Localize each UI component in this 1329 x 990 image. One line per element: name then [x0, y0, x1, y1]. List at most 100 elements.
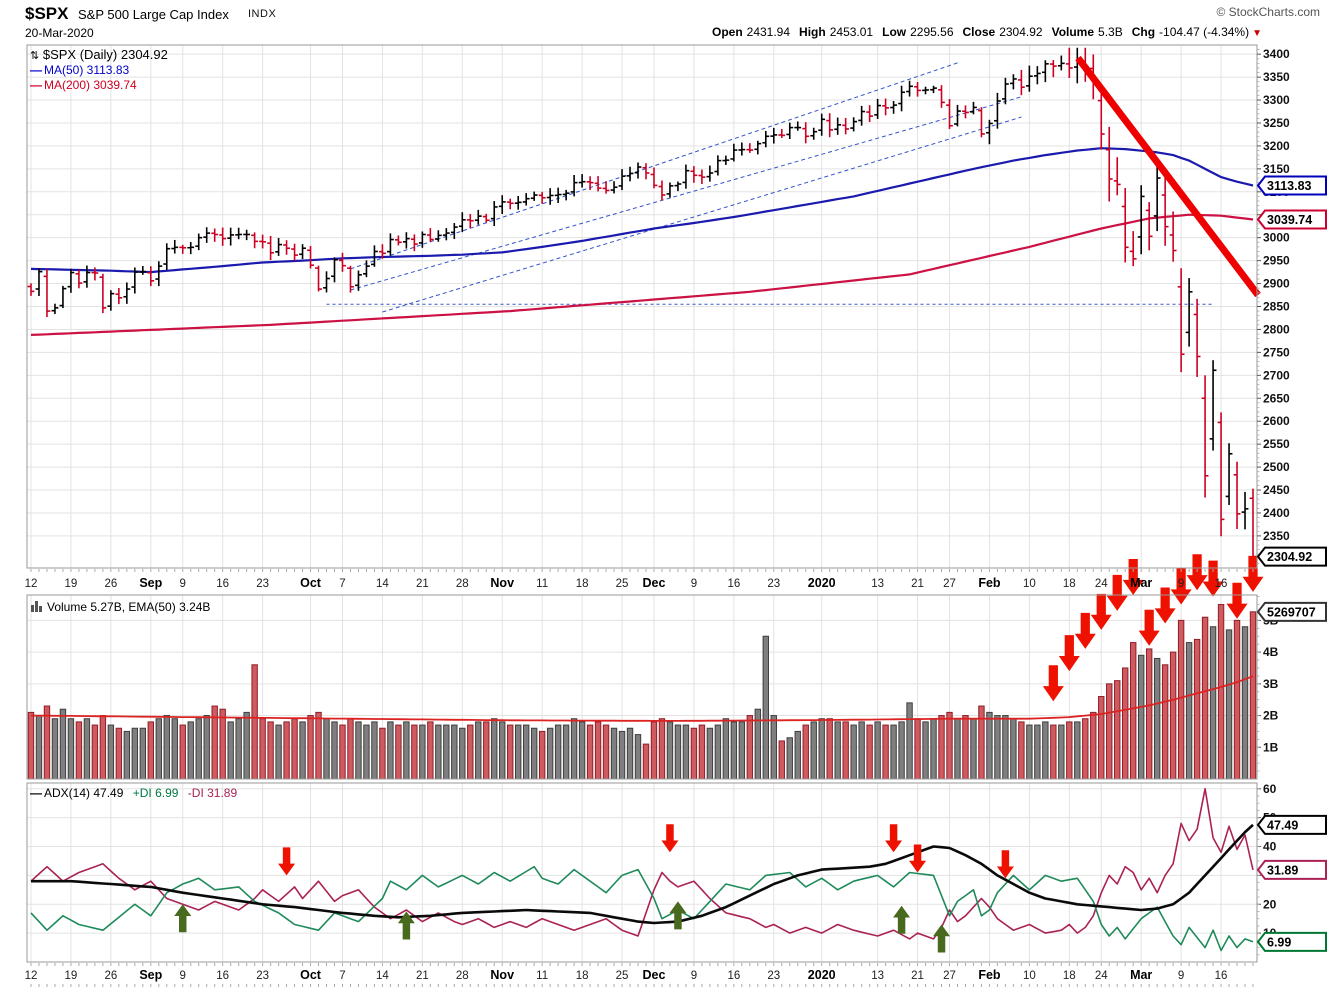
ohlc-bar [402, 232, 410, 249]
date-tick-label: 28 [456, 970, 469, 982]
volume-bar [267, 721, 274, 780]
volume-bar [674, 724, 682, 780]
axis-tick-label: 2400 [1263, 506, 1290, 520]
date-tick-label: 21 [416, 578, 429, 590]
date-tick-label: Dec [643, 968, 666, 982]
ma50-line [30, 147, 1254, 274]
ohlc-bar [1153, 159, 1161, 232]
ma50-path [30, 147, 1254, 274]
volume-bar [179, 724, 186, 780]
ma200-value-box [1256, 209, 1327, 230]
volume-bar [59, 708, 67, 780]
date-tick-label: 9 [691, 970, 697, 982]
axis-tick-label: 2700 [1263, 368, 1290, 382]
axis-tick-label: 3000 [1263, 231, 1290, 245]
volume-bar [946, 711, 953, 780]
volume-bar [451, 724, 458, 780]
volume-bar [578, 721, 586, 780]
volume-bar [107, 724, 115, 780]
ohlc-bar [434, 230, 442, 242]
volume-bar [275, 724, 282, 780]
volume-bar [642, 743, 650, 780]
volume-bar [1130, 642, 1137, 780]
ohlc-bar [610, 181, 618, 194]
volume-bar [147, 721, 154, 780]
date-tick-label: 16 [216, 578, 229, 590]
volume-bar [610, 727, 618, 780]
volume-bar [714, 724, 722, 780]
volume-bar [794, 730, 801, 780]
ohlc-bar [634, 162, 642, 179]
red-down-arrow-icon [1154, 587, 1176, 624]
ohlc-bar [1025, 65, 1033, 92]
channel-dashed-lines [326, 62, 1214, 313]
ohlc-bar [922, 86, 929, 95]
volume-bar [1209, 626, 1217, 780]
volume-bar [507, 724, 514, 780]
volume-bar [666, 721, 674, 780]
axis-tick-label: 3300 [1263, 93, 1290, 107]
pdi-value-box [1256, 931, 1327, 952]
date-tick-label: 11 [536, 970, 548, 982]
ohlc-bar [666, 182, 674, 198]
ohlc-bar [554, 187, 562, 203]
volume-bar [139, 727, 147, 780]
red-down-arrow-icon [1042, 665, 1064, 702]
ohlc-bar [490, 201, 498, 227]
ohlc-bar [914, 81, 921, 97]
axis-tick-label: 4B [1263, 645, 1279, 659]
ohlc-bar [219, 227, 227, 246]
ohlc-bar [962, 105, 969, 119]
date-tick-label: 21 [911, 578, 924, 590]
crash-trendline [1075, 55, 1261, 298]
volume-bar [219, 708, 226, 780]
ohlc-bar [538, 191, 546, 204]
volume-bar [283, 721, 290, 780]
volume-bar [467, 724, 474, 780]
ohlc-bar [930, 85, 937, 94]
ohlc-bar [426, 228, 434, 242]
buy-signal-arrows [174, 901, 951, 953]
axis-tick-label: 60 [1263, 782, 1277, 796]
volume-bar [1018, 721, 1025, 780]
ohlc-bar [826, 113, 834, 138]
ohlc-bar [410, 234, 418, 252]
ohlc-bar [458, 212, 466, 233]
axis-tick-label: 2500 [1263, 460, 1290, 474]
ohlc-bar [754, 140, 762, 155]
red-down-arrow-icon [1058, 635, 1080, 672]
date-tick-label: 12 [25, 970, 38, 982]
date-tick-label: 13 [871, 578, 884, 590]
ohlc-bar [91, 267, 99, 281]
volume-bar [602, 724, 610, 780]
volume-bar [530, 727, 538, 780]
volume-bar [419, 724, 426, 780]
volume-bar [562, 724, 570, 780]
date-tick-label: Oct [300, 968, 322, 982]
ohlc-bar [387, 233, 394, 256]
date-tick-label: Sep [139, 576, 162, 590]
ohlc-bar [1241, 491, 1249, 530]
axis-tick-label: 3200 [1263, 139, 1290, 153]
ohlc-bar [1217, 412, 1225, 537]
volume-bars [27, 604, 1257, 780]
date-tick-label: 23 [256, 578, 269, 590]
ohlc-bar [546, 188, 554, 205]
volume-bar [291, 718, 298, 780]
volume-bar [818, 718, 825, 780]
ohlc-bar [187, 242, 195, 255]
ohlc-bar [1033, 66, 1041, 85]
ohlc-bar [418, 231, 426, 248]
volume-bar [459, 727, 466, 780]
ohlc-bar [834, 117, 842, 135]
volume-bar [379, 727, 386, 780]
axis-tick-label: 40 [1263, 840, 1277, 854]
volume-bar [299, 721, 306, 780]
ohlc-bar [259, 234, 267, 249]
volume-bar [978, 705, 985, 780]
volume-bar [1034, 724, 1041, 780]
red-down-arrow-icon [1170, 568, 1192, 605]
ohlc-bar [978, 107, 985, 138]
ohlc-bar [794, 121, 802, 131]
ohlc-bar [706, 165, 714, 182]
